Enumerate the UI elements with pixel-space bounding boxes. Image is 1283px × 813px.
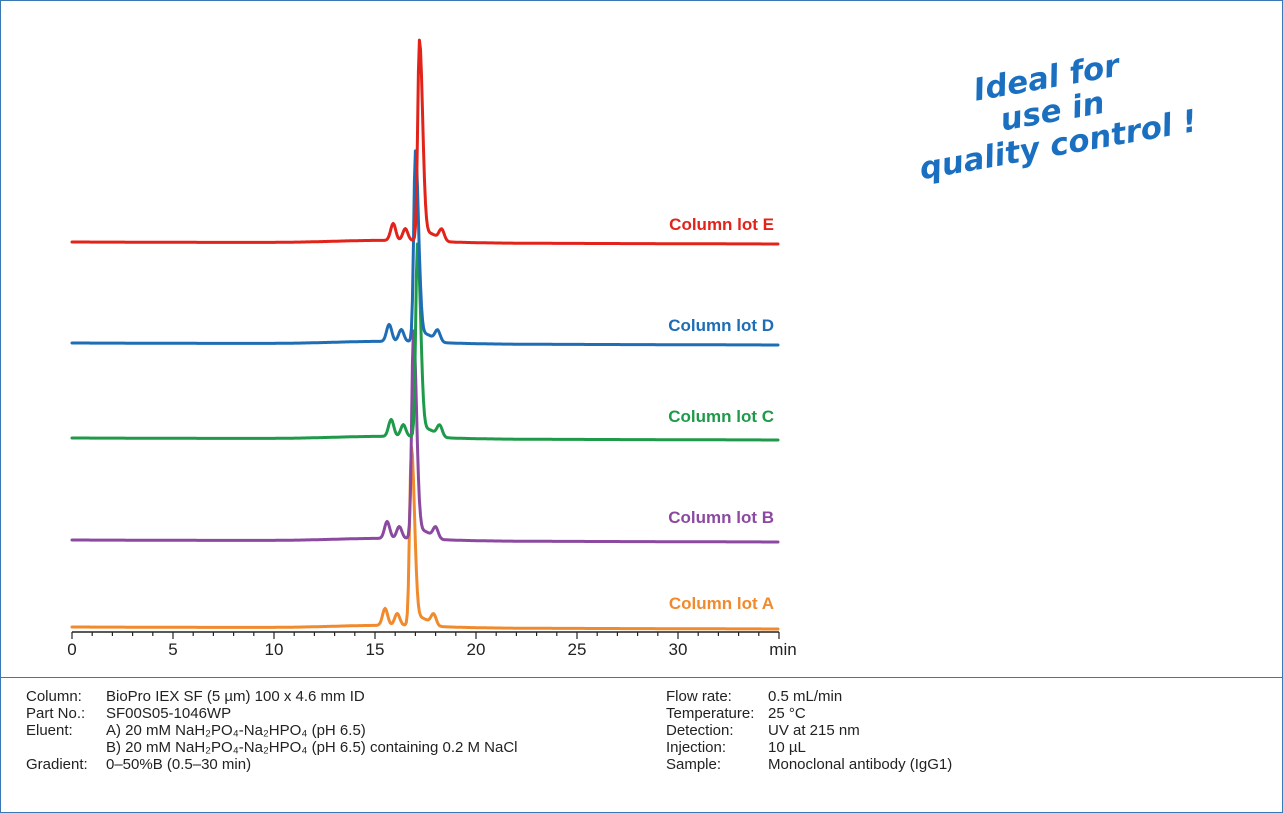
conditions-divider bbox=[0, 677, 1283, 678]
cond-value: A) 20 mM NaH₂PO₄-Na₂HPO₄ (pH 6.5) bbox=[106, 722, 366, 739]
cond-value: 25 °C bbox=[768, 705, 806, 722]
x-tick-label: 5 bbox=[168, 640, 177, 659]
series-label: Column lot A bbox=[669, 594, 774, 613]
series-label: Column lot C bbox=[668, 407, 774, 426]
series-line-column-lot-d bbox=[70, 149, 780, 347]
series-line-column-lot-a bbox=[70, 445, 780, 631]
cond-value: 0–50%B (0.5–30 min) bbox=[106, 756, 252, 773]
x-tick-label: 25 bbox=[568, 640, 587, 659]
cond-key: Temperature: bbox=[666, 705, 755, 722]
cond-key: Eluent: bbox=[26, 722, 73, 739]
cond-key: Detection: bbox=[666, 722, 734, 739]
x-tick-label: 20 bbox=[467, 640, 486, 659]
chromatogram-chart: Column lot A Column lot B Column lot C Colu… bbox=[67, 38, 797, 659]
series-line-column-lot-e bbox=[70, 38, 780, 246]
cond-value: 0.5 mL/min bbox=[768, 688, 843, 705]
cond-key: Part No.: bbox=[26, 705, 86, 722]
x-tick-label: 0 bbox=[67, 640, 76, 659]
x-tick-label: 10 bbox=[265, 640, 284, 659]
x-tick-label: 15 bbox=[366, 640, 385, 659]
cond-key: Column: bbox=[26, 688, 82, 705]
cond-value: Monoclonal antibody (IgG1) bbox=[768, 756, 953, 773]
cond-value: SF00S05-1046WP bbox=[106, 705, 232, 722]
cond-key: Flow rate: bbox=[666, 688, 732, 705]
series-label: Column lot D bbox=[668, 316, 774, 335]
cond-value: 10 µL bbox=[768, 739, 806, 756]
x-axis-label: min bbox=[769, 640, 796, 659]
cond-key: Sample: bbox=[666, 756, 722, 773]
series-label: Column lot B bbox=[668, 508, 774, 527]
cond-key: Gradient: bbox=[26, 756, 88, 773]
cond-key: Injection: bbox=[666, 739, 727, 756]
cond-value: B) 20 mM NaH₂PO₄-Na₂HPO₄ (pH 6.5) contai… bbox=[106, 739, 518, 756]
cond-value: BioPro IEX SF (5 µm) 100 x 4.6 mm ID bbox=[106, 688, 365, 705]
series-line-column-lot-c bbox=[70, 242, 780, 442]
series-line-column-lot-b bbox=[70, 329, 780, 544]
cond-value: UV at 215 nm bbox=[768, 722, 860, 739]
x-tick-label: 30 bbox=[669, 640, 688, 659]
series-label: Column lot E bbox=[669, 215, 774, 234]
